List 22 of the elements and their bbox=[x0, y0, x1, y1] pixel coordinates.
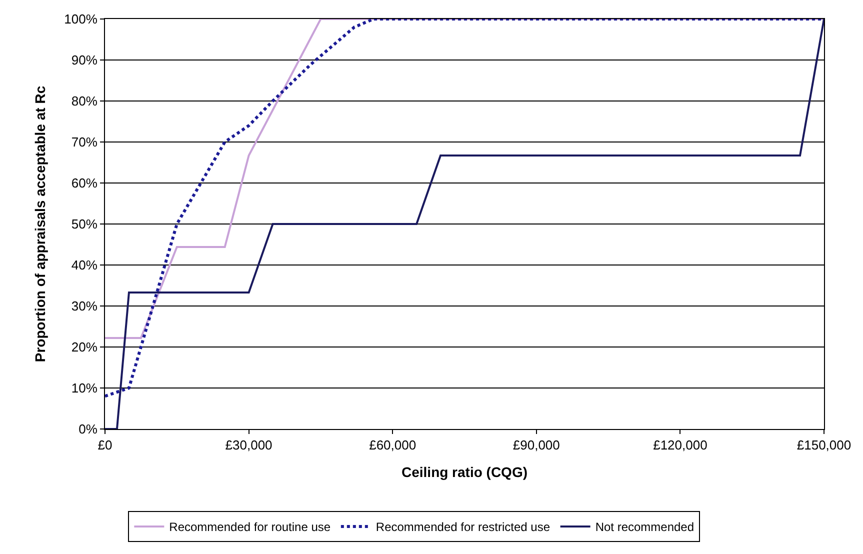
y-tick-label: 50% bbox=[71, 216, 98, 232]
x-tick-label: £90,000 bbox=[512, 438, 560, 453]
y-axis-title: Proportion of appraisals acceptable at Rc bbox=[32, 86, 48, 362]
y-tick-label: 40% bbox=[71, 258, 98, 273]
x-tick-label: £120,000 bbox=[653, 438, 708, 453]
y-tick-label: 20% bbox=[71, 340, 98, 355]
y-tick-label: 10% bbox=[71, 380, 98, 396]
legend-label: Recommended for routine use bbox=[169, 520, 331, 534]
y-tick-label: 100% bbox=[64, 12, 98, 27]
y-tick-label: 0% bbox=[78, 422, 98, 437]
x-tick-label: £30,000 bbox=[225, 438, 272, 453]
x-tick-label: £150,000 bbox=[796, 438, 852, 453]
y-tick-label: 30% bbox=[71, 298, 98, 314]
y-tick-label: 60% bbox=[71, 176, 98, 191]
x-tick-label: £60,000 bbox=[369, 438, 416, 453]
legend-label: Not recommended bbox=[595, 520, 694, 534]
y-tick-label: 80% bbox=[71, 94, 98, 109]
x-tick-label: £0 bbox=[98, 438, 112, 453]
y-tick-label: 70% bbox=[71, 134, 98, 150]
x-axis-title: Ceiling ratio (CQG) bbox=[402, 464, 528, 480]
y-tick-label: 90% bbox=[71, 52, 98, 68]
legend-label: Recommended for restricted use bbox=[376, 520, 550, 534]
